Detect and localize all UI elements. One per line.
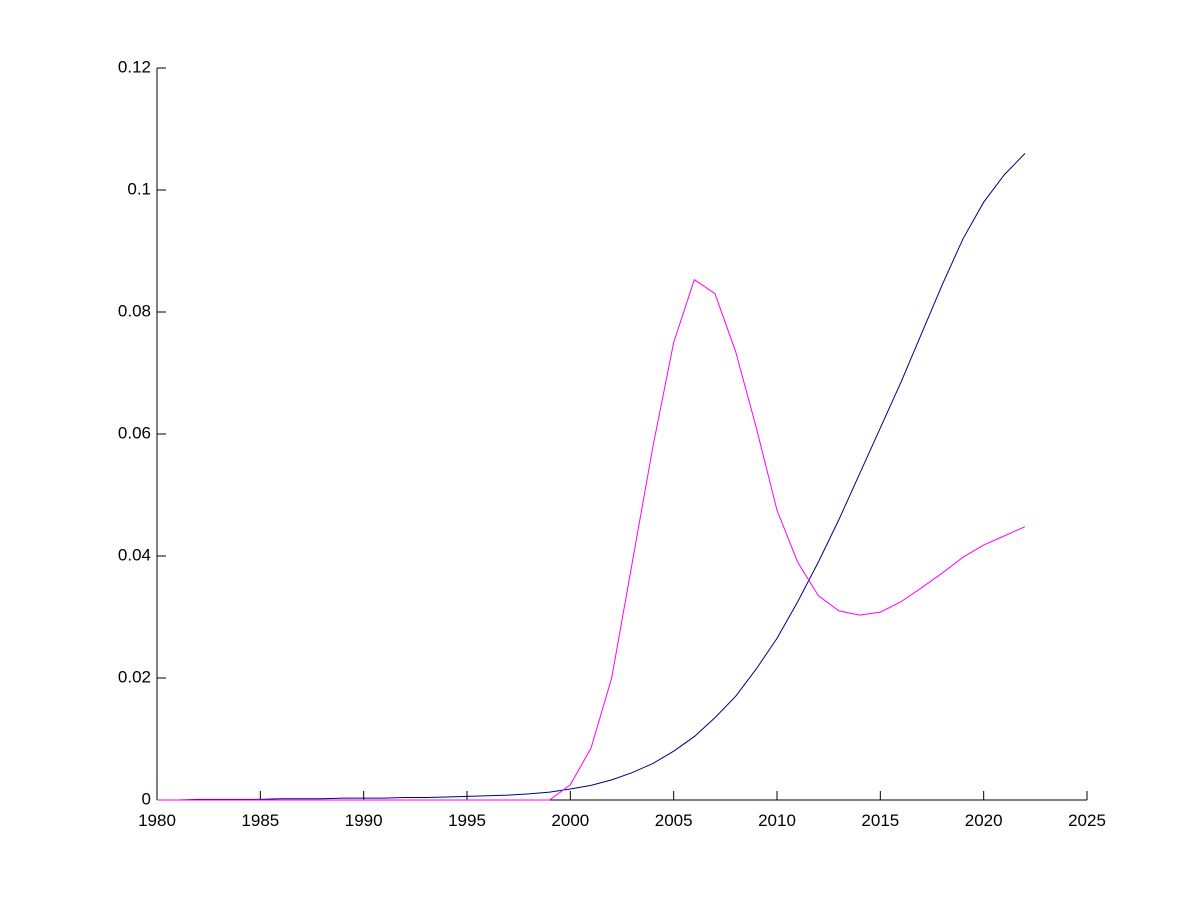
- series-line: [157, 278, 1026, 801]
- x-tick-label: 2020: [965, 811, 1003, 830]
- x-tick-label: 1980: [138, 811, 176, 830]
- series-line: [157, 153, 1026, 801]
- x-tick-label: 1995: [448, 811, 486, 830]
- y-tick-label: 0.1: [127, 179, 151, 198]
- x-tick-label: 2015: [861, 811, 899, 830]
- y-tick-label: 0.02: [118, 667, 151, 686]
- x-tick-label: 1985: [241, 811, 279, 830]
- x-tick-label: 2000: [551, 811, 589, 830]
- x-tick-label: 1990: [345, 811, 383, 830]
- x-tick-label: 2025: [1068, 811, 1106, 830]
- x-tick-label: 2010: [758, 811, 796, 830]
- y-tick-label: 0: [142, 789, 151, 808]
- y-tick-label: 0.04: [118, 545, 151, 564]
- x-tick-label: 2005: [655, 811, 693, 830]
- y-tick-label: 0.06: [118, 423, 151, 442]
- y-tick-label: 0.12: [118, 57, 151, 76]
- y-tick-label: 0.08: [118, 301, 151, 320]
